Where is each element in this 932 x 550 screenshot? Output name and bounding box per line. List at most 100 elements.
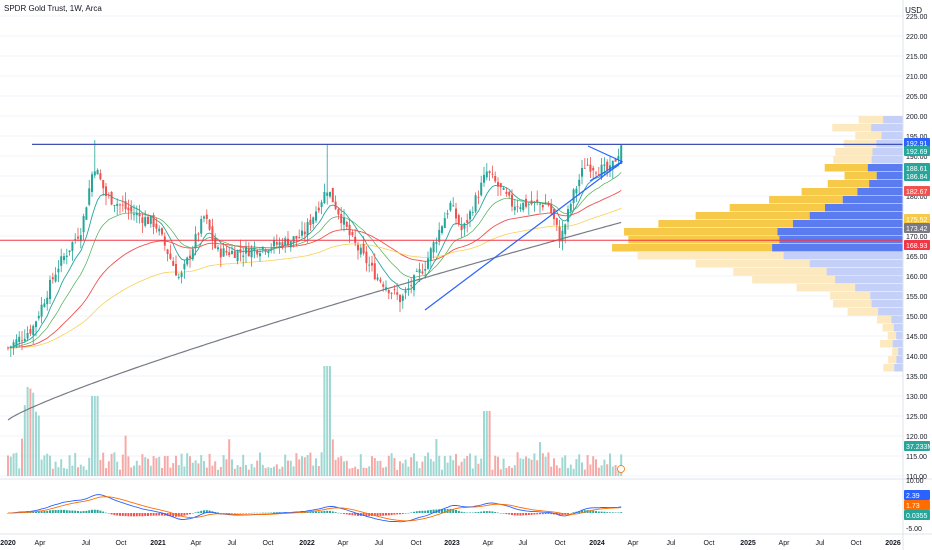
candle-body	[88, 188, 91, 205]
time-tick-label: Jul	[82, 540, 91, 547]
candle-body	[410, 285, 413, 287]
volume-bar	[376, 461, 379, 476]
candle-body	[418, 269, 421, 273]
macd-histogram-bar	[256, 512, 259, 514]
candle-body	[519, 207, 522, 210]
volume-bar	[614, 464, 617, 476]
candle-body	[435, 241, 438, 244]
price-badge: 175.52	[904, 214, 930, 224]
macd-histogram-bar	[544, 513, 547, 515]
volume-bar	[65, 468, 68, 476]
candle-body	[376, 277, 379, 280]
candle-body	[561, 230, 564, 242]
candle-body	[567, 209, 569, 222]
volume-profile-down	[876, 172, 903, 180]
candle-body	[438, 229, 441, 242]
candle-body	[32, 325, 35, 336]
candle-body	[130, 206, 133, 212]
drawings[interactable]	[0, 143, 903, 473]
candle-body	[385, 287, 387, 291]
candle-body	[225, 250, 228, 253]
price-tick-label: 145.00	[906, 334, 928, 341]
macd-histogram-bar	[250, 512, 253, 514]
candle-body	[427, 258, 429, 269]
candle-body	[432, 242, 435, 253]
candle-body	[505, 191, 508, 194]
macd-histogram-bar	[396, 513, 399, 515]
candle-body	[457, 215, 460, 225]
candle-body	[65, 255, 68, 257]
volume-bar	[485, 411, 488, 476]
candle-body	[603, 164, 606, 166]
volume-profile-up	[888, 356, 897, 364]
candle-body	[569, 203, 572, 212]
candle-body	[169, 253, 172, 259]
volume-bar	[480, 458, 483, 476]
macd-histogram-bar	[309, 511, 312, 513]
macd-histogram-bar	[611, 512, 614, 513]
macd-histogram-bar	[259, 512, 261, 514]
candle-body	[550, 203, 553, 213]
volume-profile-down	[870, 292, 903, 300]
macd-histogram-bar	[606, 512, 609, 513]
volume-bar	[415, 461, 418, 476]
volume-bar	[96, 396, 99, 476]
price-badge-text: 188.61	[906, 166, 928, 173]
macd-histogram-bar	[138, 513, 141, 517]
volume-bar	[435, 439, 438, 476]
price-tick-label: 190.00	[906, 154, 928, 161]
candle-body	[331, 187, 334, 203]
candle-body	[133, 214, 135, 216]
time-tick-label: Jul	[375, 540, 384, 547]
volume-bar	[225, 459, 228, 476]
time-tick-label: Oct	[555, 540, 566, 547]
candle-body	[617, 156, 620, 160]
volume-bar	[508, 466, 511, 476]
candle-body	[317, 207, 320, 211]
macd-histogram-bar	[345, 513, 348, 515]
volume-bar	[9, 456, 12, 476]
candle-body	[491, 173, 494, 175]
volume-profile-down	[893, 324, 903, 332]
volume-profile-up	[833, 156, 872, 164]
symbol-title[interactable]: SPDR Gold Trust, 1W, Arca	[4, 4, 102, 13]
volume-bar	[511, 467, 513, 476]
volume-bar	[362, 467, 365, 476]
time-tick-label: Apr	[779, 540, 791, 547]
candle-body	[404, 290, 407, 293]
volume-bar	[250, 463, 253, 476]
volume-bar	[200, 455, 203, 476]
price-tick-label: 130.00	[906, 394, 928, 401]
volume-profile-down	[857, 188, 903, 196]
volume-bar	[519, 458, 522, 476]
candle-body	[595, 172, 597, 174]
candle-body	[29, 329, 32, 334]
volume-bar	[141, 454, 144, 476]
volume-bar	[368, 466, 371, 476]
candle-body	[259, 253, 261, 257]
volume-bar	[603, 459, 606, 476]
volume-bar	[245, 464, 247, 476]
volume-profile-up	[883, 364, 895, 372]
volume-profile-down	[896, 332, 903, 340]
macd-histogram-bar	[225, 513, 228, 514]
triangle-pattern	[587, 145, 624, 182]
macd-histogram-bar	[424, 510, 427, 513]
volume-profile-up	[695, 212, 810, 220]
candle-body	[424, 269, 427, 271]
trendline-up	[424, 161, 623, 311]
volume-bar	[264, 468, 267, 476]
macd-histogram-bar	[275, 512, 278, 513]
volume-bars	[7, 366, 623, 476]
macd-histogram-bar	[35, 511, 37, 513]
macd-histogram-bar	[169, 513, 172, 517]
price-tick-label: 220.00	[906, 34, 928, 41]
candle-body	[273, 240, 275, 247]
volume-bar	[275, 464, 278, 476]
volume-profile-down	[894, 364, 903, 372]
volume-bar	[499, 469, 502, 476]
macd-histogram-bar	[387, 513, 390, 516]
volume-bar	[421, 461, 424, 476]
